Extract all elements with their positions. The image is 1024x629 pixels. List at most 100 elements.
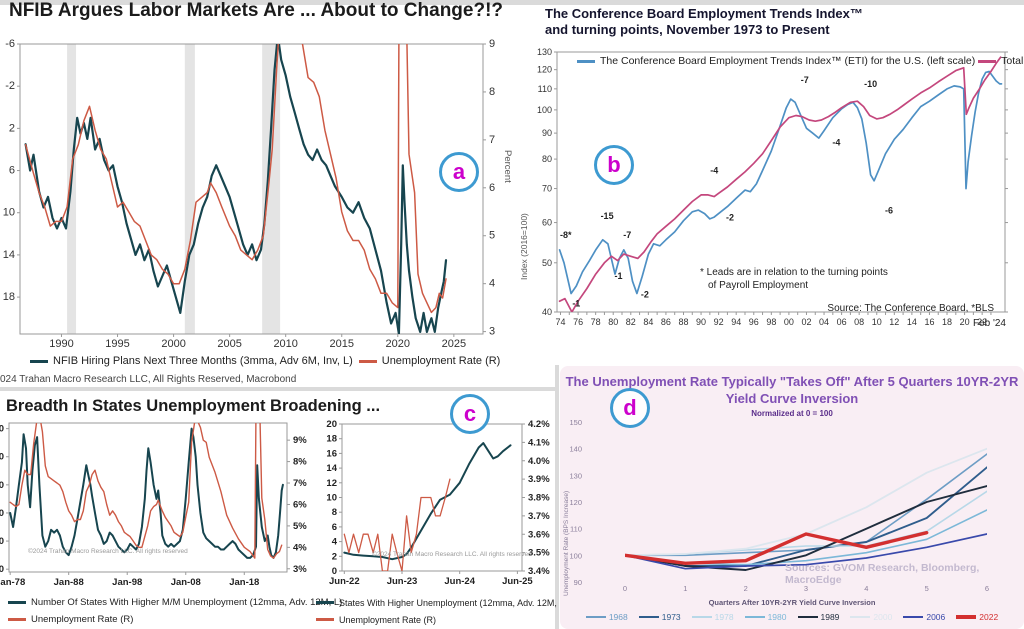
svg-text:-2: -2 <box>5 80 15 92</box>
1989-line-swatch <box>797 616 818 618</box>
svg-text:130: 130 <box>569 471 582 480</box>
svg-text:80: 80 <box>542 154 552 164</box>
svg-text:20: 20 <box>326 420 337 430</box>
2006-line-swatch <box>903 616 924 618</box>
svg-text:0: 0 <box>332 566 337 577</box>
legend-item-2022: 2022 <box>956 612 998 622</box>
svg-text:0: 0 <box>0 564 4 575</box>
legend-label: Number Of States With Higher M/M Unemplo… <box>31 597 343 608</box>
svg-text:Jun-24: Jun-24 <box>444 576 475 587</box>
svg-text:-1: -1 <box>614 271 622 281</box>
svg-text:Jun-25: Jun-25 <box>502 576 533 587</box>
svg-text:1: 1 <box>683 584 687 593</box>
svg-text:-6: -6 <box>5 38 15 50</box>
panel-b-title-line2: and turning points, November 1973 to Pre… <box>545 22 830 37</box>
svg-text:-15: -15 <box>601 211 614 221</box>
svg-text:9%: 9% <box>293 435 307 446</box>
svg-text:110: 110 <box>538 84 552 94</box>
panel-b-legend: The Conference Board Employment Trends I… <box>577 53 1024 69</box>
svg-text:0: 0 <box>0 452 4 463</box>
svg-text:6: 6 <box>332 522 337 533</box>
svg-text:2025: 2025 <box>442 338 466 350</box>
svg-text:90: 90 <box>542 128 552 138</box>
svg-text:60: 60 <box>542 218 552 228</box>
legend-label: The Conference Board Employment Trends I… <box>600 55 976 67</box>
svg-text:18: 18 <box>3 291 15 303</box>
legend-item-1989: 1989 <box>797 612 840 622</box>
svg-text:50: 50 <box>542 258 552 268</box>
svg-text:94: 94 <box>731 317 741 327</box>
svg-text:8: 8 <box>332 507 337 518</box>
states-line-swatch <box>8 601 26 604</box>
legend-item-nonfarm: Total Nonfarm Employment* (right scale) <box>978 54 1024 69</box>
svg-text:150: 150 <box>569 418 582 427</box>
panel-c-mini: Jun-22 Jun-23 Jun-24 Jun-25 20 18 16 14 12 10 8 6 4 2… <box>312 393 567 629</box>
chart-a-canvas: 1990 1995 2000 2005 2010 2015 2020 2025 -6 -2 2 6 10… <box>3 38 495 350</box>
svg-text:9: 9 <box>489 38 495 50</box>
svg-text:6: 6 <box>9 165 15 177</box>
vertical-divider <box>555 365 559 629</box>
svg-text:0: 0 <box>0 480 4 491</box>
svg-text:1995: 1995 <box>105 338 129 350</box>
svg-text:4.1%: 4.1% <box>528 437 550 448</box>
svg-text:20: 20 <box>960 317 970 327</box>
legend-label: 1989 <box>820 612 840 622</box>
svg-text:2: 2 <box>744 584 748 593</box>
panel-c-mini-legend-row1: States With Higher Unemployment (12mma, … <box>316 596 567 608</box>
svg-text:6: 6 <box>985 584 989 593</box>
panel-d-title-line2: Yield Curve Inversion <box>725 391 859 406</box>
svg-text:40: 40 <box>542 307 552 317</box>
svg-text:4%: 4% <box>293 542 307 553</box>
svg-text:88: 88 <box>678 317 688 327</box>
unemployment-line-swatch <box>316 618 334 621</box>
badge-a: a <box>439 152 479 192</box>
legend-label: 2006 <box>926 612 946 622</box>
panel-c-legend-row2: Unemployment Rate (R) <box>8 613 133 625</box>
svg-text:3.8%: 3.8% <box>528 493 550 504</box>
svg-text:06: 06 <box>837 317 847 327</box>
svg-text:1990: 1990 <box>49 338 73 350</box>
panel-b-date: Feb '24 <box>972 318 1006 329</box>
svg-text:76: 76 <box>573 317 583 327</box>
svg-text:6%: 6% <box>293 499 307 510</box>
svg-text:14: 14 <box>3 249 15 261</box>
svg-text:4: 4 <box>489 278 495 290</box>
panel-c-mini-legend-row2: Unemployment Rate (R) <box>316 613 436 625</box>
svg-text:130: 130 <box>537 47 552 57</box>
badge-c-letter: c <box>463 401 477 426</box>
svg-text:2000: 2000 <box>161 338 185 350</box>
svg-text:7%: 7% <box>293 478 307 489</box>
svg-text:2: 2 <box>9 122 15 134</box>
1980-line-swatch <box>744 616 765 618</box>
panel-b-footnote: * Leads are in relation to the turning p… <box>700 266 888 292</box>
svg-text:120: 120 <box>569 498 582 507</box>
svg-text:16: 16 <box>326 448 337 459</box>
svg-text:78: 78 <box>591 317 601 327</box>
svg-text:18: 18 <box>942 317 952 327</box>
1973-line-swatch <box>638 616 659 618</box>
svg-text:0: 0 <box>0 424 4 435</box>
legend-item-unemployment: Unemployment Rate (R) <box>358 355 500 367</box>
svg-text:90: 90 <box>696 317 706 327</box>
panel-a-right-axis-label: Percent <box>502 150 513 183</box>
legend-item-1968: 1968 <box>585 612 628 622</box>
legend-item-1978: 1978 <box>691 612 734 622</box>
footnote-line1: * Leads are in relation to the turning p… <box>700 267 888 278</box>
svg-text:-8*: -8* <box>560 230 572 240</box>
panel-a: NFIB Argues Labor Markets Are ... About … <box>0 0 515 392</box>
svg-text:14: 14 <box>326 463 337 474</box>
legend-label: 1973 <box>661 612 681 622</box>
svg-text:-1: -1 <box>572 299 580 309</box>
svg-text:Jan-78: Jan-78 <box>0 577 25 588</box>
svg-text:4.2%: 4.2% <box>528 420 550 430</box>
svg-text:0: 0 <box>0 508 4 519</box>
svg-text:-4: -4 <box>832 138 840 148</box>
svg-text:04: 04 <box>819 317 829 327</box>
svg-text:00: 00 <box>784 317 794 327</box>
badge-b: b <box>594 145 634 185</box>
top-divider <box>0 0 1024 5</box>
legend-item-states: Number Of States With Higher M/M Unemplo… <box>8 597 342 608</box>
panel-d-x-axis-label: Quarters After 10YR-2YR Yield Curve Inve… <box>708 598 876 607</box>
legend-label: 1978 <box>714 612 734 622</box>
svg-text:-10: -10 <box>864 79 877 89</box>
